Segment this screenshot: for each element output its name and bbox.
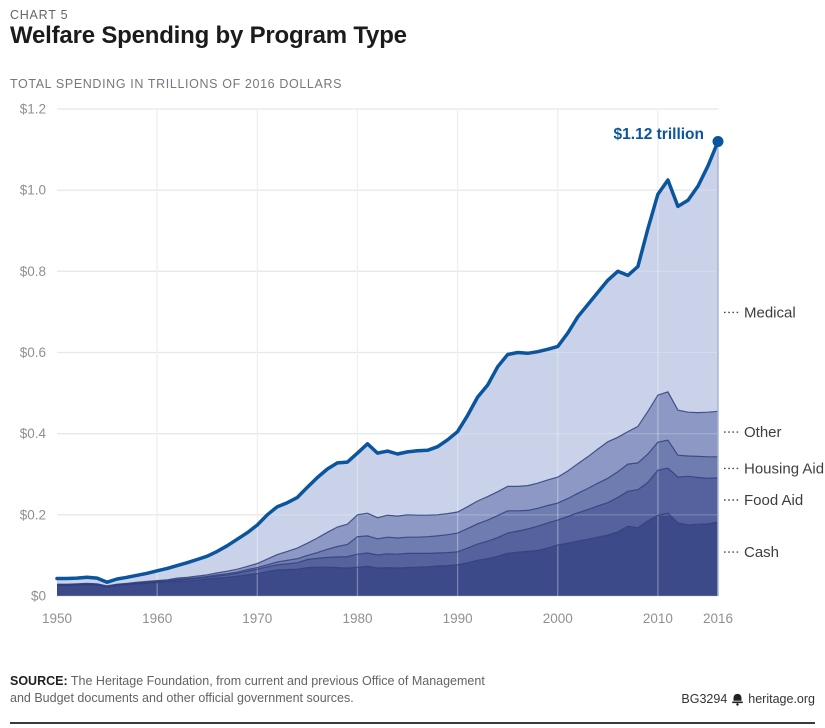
y-tick-label: $0.4 <box>20 426 47 441</box>
total-spending-line <box>55 139 720 584</box>
credit-line: BG3294 heritage.org <box>681 692 815 706</box>
x-tick-label: 1970 <box>242 611 272 626</box>
y-tick-label: $0.8 <box>20 264 46 279</box>
page-title: Welfare Spending by Program Type <box>10 22 407 49</box>
bottom-rule <box>10 722 815 724</box>
site-url: heritage.org <box>748 692 815 706</box>
heritage-bell-icon <box>732 693 744 706</box>
band-food-aid <box>57 468 718 588</box>
boundary-other <box>57 391 719 587</box>
source-note: SOURCE: The Heritage Foundation, from cu… <box>10 673 492 708</box>
chart-subtitle: TOTAL SPENDING IN TRILLIONS OF 2016 DOLL… <box>10 77 343 91</box>
x-tick-label: 1990 <box>443 611 473 626</box>
series-label-medical: Medical <box>744 304 796 321</box>
x-tick-label: 1980 <box>342 611 372 626</box>
y-tick-label: $0 <box>31 589 46 604</box>
source-text: The Heritage Foundation, from current an… <box>10 674 485 706</box>
y-tick-label: $0.6 <box>20 345 46 360</box>
y-tick-label: $0.2 <box>20 507 46 522</box>
band-medical <box>57 141 718 586</box>
band-housing-aid <box>57 440 718 587</box>
x-tick-label: 2000 <box>543 611 573 626</box>
series-label-housing-aid: Housing Aid <box>744 460 824 477</box>
endpoint-annotation: $1.12 trillion <box>614 126 704 143</box>
welfare-spending-stacked-area-chart: $1.12 trillion Cash Food Aid Housing Aid Oth… <box>20 102 824 627</box>
x-tick-label: 1960 <box>142 611 172 626</box>
series-label-other: Other <box>744 424 782 441</box>
band-cash <box>57 513 718 596</box>
source-label: SOURCE: <box>10 674 68 688</box>
report-id: BG3294 <box>681 692 728 706</box>
boundary-cash <box>57 512 719 588</box>
y-tick-label: $1.0 <box>20 183 46 198</box>
chart-number: CHART 5 <box>10 8 69 22</box>
y-tick-label: $1.2 <box>20 102 46 117</box>
x-tick-label: 2016 <box>703 611 733 626</box>
endpoint-marker <box>712 136 724 147</box>
x-tick-label: 2010 <box>643 611 673 626</box>
boundary-housing-aid <box>57 439 718 587</box>
x-tick-label: 1950 <box>42 611 72 626</box>
series-label-food-aid: Food Aid <box>744 492 803 509</box>
series-label-cash: Cash <box>744 544 779 561</box>
